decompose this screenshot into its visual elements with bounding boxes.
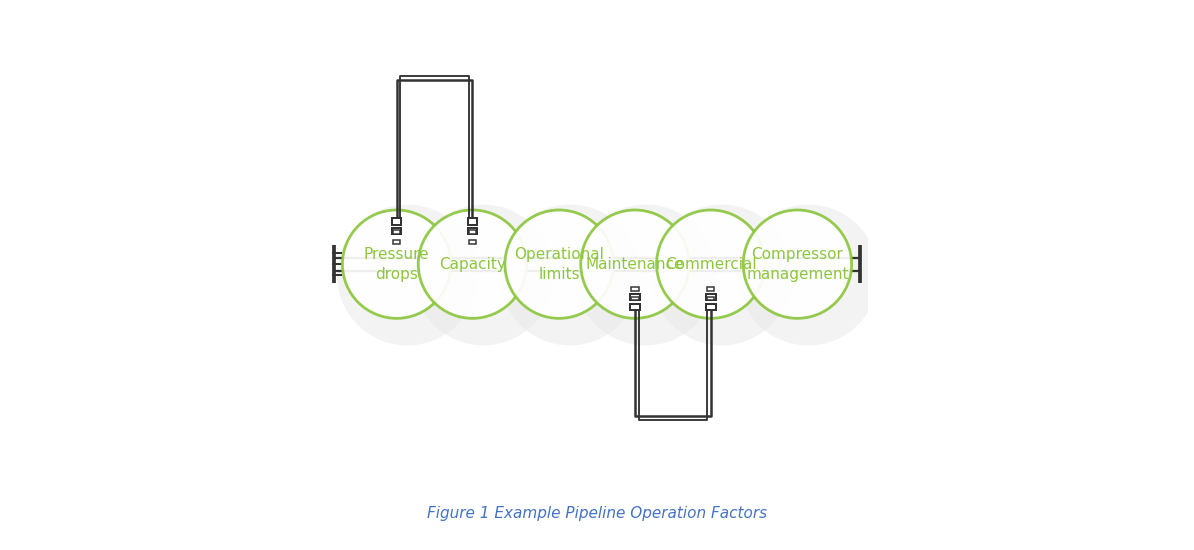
Circle shape	[343, 210, 451, 318]
Circle shape	[413, 205, 554, 345]
Circle shape	[418, 210, 527, 318]
Circle shape	[576, 205, 716, 345]
Bar	[468, 218, 478, 224]
Bar	[630, 294, 640, 300]
Circle shape	[337, 205, 478, 345]
Circle shape	[743, 210, 851, 318]
Circle shape	[505, 210, 614, 318]
Bar	[468, 228, 478, 234]
Text: Figure 1 Example Pipeline Operation Factors: Figure 1 Example Pipeline Operation Fact…	[427, 506, 767, 521]
Text: Commercial: Commercial	[665, 257, 757, 272]
Bar	[707, 296, 714, 300]
Text: Maintenance: Maintenance	[586, 257, 684, 272]
Circle shape	[651, 205, 792, 345]
Bar	[630, 304, 640, 310]
Bar	[706, 304, 715, 310]
Bar	[469, 240, 476, 244]
Bar	[706, 294, 715, 300]
Bar	[707, 287, 714, 291]
Circle shape	[580, 210, 689, 318]
Circle shape	[738, 205, 879, 345]
Text: Pressure
drops: Pressure drops	[364, 247, 430, 282]
Text: Operational
limits: Operational limits	[515, 247, 604, 282]
Text: Compressor
management: Compressor management	[746, 247, 849, 282]
Text: Capacity: Capacity	[439, 257, 506, 272]
Bar	[392, 228, 401, 234]
Bar	[392, 218, 401, 224]
Circle shape	[657, 210, 765, 318]
Circle shape	[499, 205, 640, 345]
Bar	[469, 230, 476, 234]
Bar	[632, 287, 639, 291]
Bar	[393, 230, 400, 234]
Bar	[393, 240, 400, 244]
Bar	[632, 296, 639, 300]
